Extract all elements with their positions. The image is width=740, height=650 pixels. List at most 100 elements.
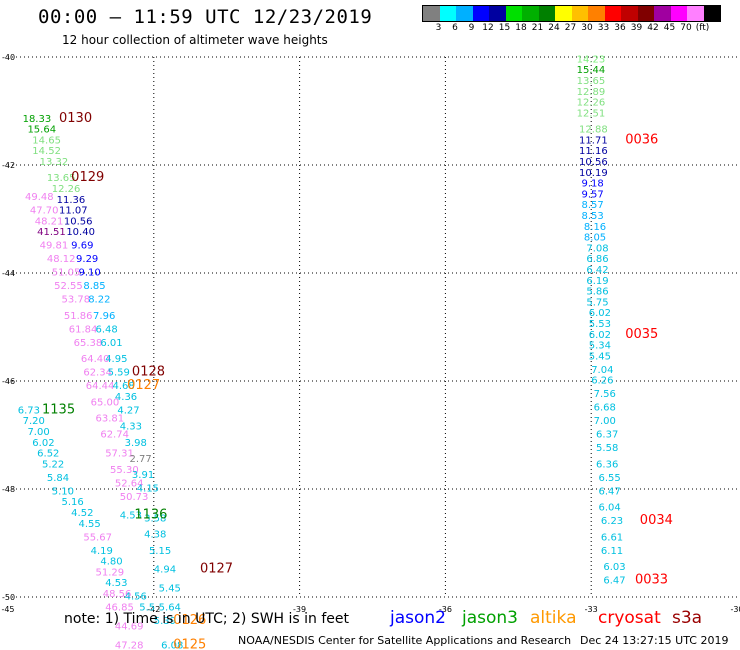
- swh-label: 15.64: [27, 125, 56, 136]
- swh-label: 7.96: [93, 311, 115, 322]
- swh-label: 5.53: [589, 319, 611, 330]
- swh-label: 4.68: [112, 381, 134, 392]
- legend-label: 70: [680, 23, 692, 33]
- swh-label: 6.47: [598, 486, 620, 497]
- swh-label: 11.16: [579, 146, 608, 157]
- swh-label: 5.10: [52, 486, 74, 497]
- swh-label: 6.01: [100, 338, 122, 349]
- swh-label: 4.38: [144, 530, 166, 541]
- swh-label: 6.37: [596, 430, 618, 441]
- legend-swatch: [670, 6, 687, 21]
- axis-labels: -45 -42 -39 -36 -33 -30 -40 -42 -44 -46 -48 -50: [1, 53, 740, 614]
- swh-label: 7.08: [586, 243, 608, 254]
- color-legend: [422, 5, 721, 22]
- swh-label: 64.44: [86, 381, 115, 392]
- swh-label: 5.34: [589, 341, 611, 352]
- swh-label: 4.27: [117, 405, 139, 416]
- legend-label: 21: [531, 23, 544, 33]
- time-label: 0036: [625, 132, 658, 147]
- swh-label: 6.73: [18, 405, 40, 416]
- legend-swatch: [439, 6, 456, 21]
- legend-label: 18: [515, 23, 527, 33]
- swh-label: 8.05: [584, 233, 606, 244]
- legend-swatch: [621, 6, 638, 21]
- swh-label: 6.86: [586, 254, 608, 265]
- time-labels: 0130012901280127012711351136012601250036…: [42, 111, 673, 650]
- swh-label: 3.91: [132, 470, 154, 481]
- swh-label: 4.33: [120, 422, 142, 433]
- swh-label: 64.40: [81, 354, 110, 365]
- time-label: 1136: [134, 508, 167, 523]
- swh-label: 14.52: [32, 146, 61, 157]
- time-label: 0033: [635, 573, 668, 588]
- swh-label: 47.28: [115, 640, 144, 650]
- swh-label: 5.45: [159, 584, 181, 595]
- swh-label: 6.26: [591, 376, 613, 387]
- credit-text: NOAA/NESDIS Center for Satellite Applica…: [238, 634, 572, 647]
- swh-label: 7.04: [591, 365, 613, 376]
- color-legend-labels: 3 6 9 12 15 18 21 24 27 30 33 36 39 42 45 70 (ft): [422, 23, 740, 37]
- swh-label: 52.55: [54, 281, 83, 292]
- swh-label: 6.68: [594, 403, 616, 414]
- swh-label: 6.42: [586, 265, 608, 276]
- swh-label: 12.26: [52, 184, 81, 195]
- time-label: 0035: [625, 327, 658, 342]
- y-tick-label: -44: [2, 269, 15, 278]
- swh-label: 62.74: [100, 430, 129, 441]
- swh-label: 3.98: [125, 438, 147, 449]
- swh-label: 48.21: [35, 216, 64, 227]
- x-tick-label: -39: [293, 605, 306, 614]
- swh-label: 2.77: [130, 454, 152, 465]
- y-tick-label: -42: [2, 161, 15, 170]
- legend-label: 24: [548, 23, 560, 33]
- swh-label: 13.65: [577, 76, 606, 87]
- legend-label: 39: [630, 23, 643, 33]
- time-label: 0129: [71, 170, 104, 185]
- satellite-altika: altika: [530, 608, 577, 628]
- swh-label: 12.51: [577, 108, 606, 119]
- swh-label: 4.95: [105, 354, 127, 365]
- swh-label: 11.71: [579, 135, 608, 146]
- swh-label: 62.34: [83, 368, 112, 379]
- satellite-jason3: jason3: [462, 608, 518, 628]
- legend-label: (ft): [695, 23, 710, 33]
- swh-label: 52.64: [115, 478, 144, 489]
- swh-label: 8.85: [83, 281, 105, 292]
- swh-label: 55.30: [110, 465, 139, 476]
- swh-label: 9.10: [78, 268, 100, 279]
- swh-label: 5.64: [159, 603, 181, 614]
- swh-label: 51.29: [95, 567, 124, 578]
- swh-label: 65.38: [74, 338, 103, 349]
- swh-label: 9.29: [76, 254, 98, 265]
- swh-label: 5.5: [139, 603, 155, 614]
- swh-label: 4.36: [115, 392, 137, 403]
- swh-label: 4.52: [71, 508, 93, 519]
- y-tick-label: -48: [2, 485, 15, 494]
- swh-label: 6.02: [589, 308, 611, 319]
- swh-label: 6.08: [161, 640, 183, 650]
- legend-swatch: [654, 6, 671, 21]
- time-label: 0034: [640, 513, 673, 528]
- swh-label: 50.73: [120, 492, 149, 503]
- legend-label: 6: [452, 23, 458, 33]
- legend-swatch: [604, 6, 621, 21]
- legend-swatch: [571, 6, 588, 21]
- swh-label: 6.23: [601, 516, 623, 527]
- legend-swatch: [456, 6, 473, 21]
- legend-swatch: [472, 6, 489, 21]
- swh-label: 9.57: [581, 189, 603, 200]
- swh-label: 10.40: [66, 227, 95, 238]
- time-label: 1135: [42, 402, 75, 417]
- swh-label: 8.57: [581, 200, 603, 211]
- chart-title: 00:00 – 11:59 UTC 12/23/2019: [38, 6, 373, 28]
- legend-swatch: [505, 6, 522, 21]
- swh-label: 57.31: [105, 449, 134, 460]
- legend-label: 45: [663, 23, 676, 33]
- wave-height-labels: 14.2315.4413.6512.8912.2612.5112.8811.71…: [18, 54, 626, 650]
- legend-swatch: [637, 6, 654, 21]
- swh-label: 6.61: [601, 532, 623, 543]
- legend-swatch: [423, 6, 440, 21]
- x-tick-label: -45: [1, 605, 14, 614]
- swh-label: 12.89: [577, 87, 606, 98]
- swh-label: 4.55: [78, 519, 100, 530]
